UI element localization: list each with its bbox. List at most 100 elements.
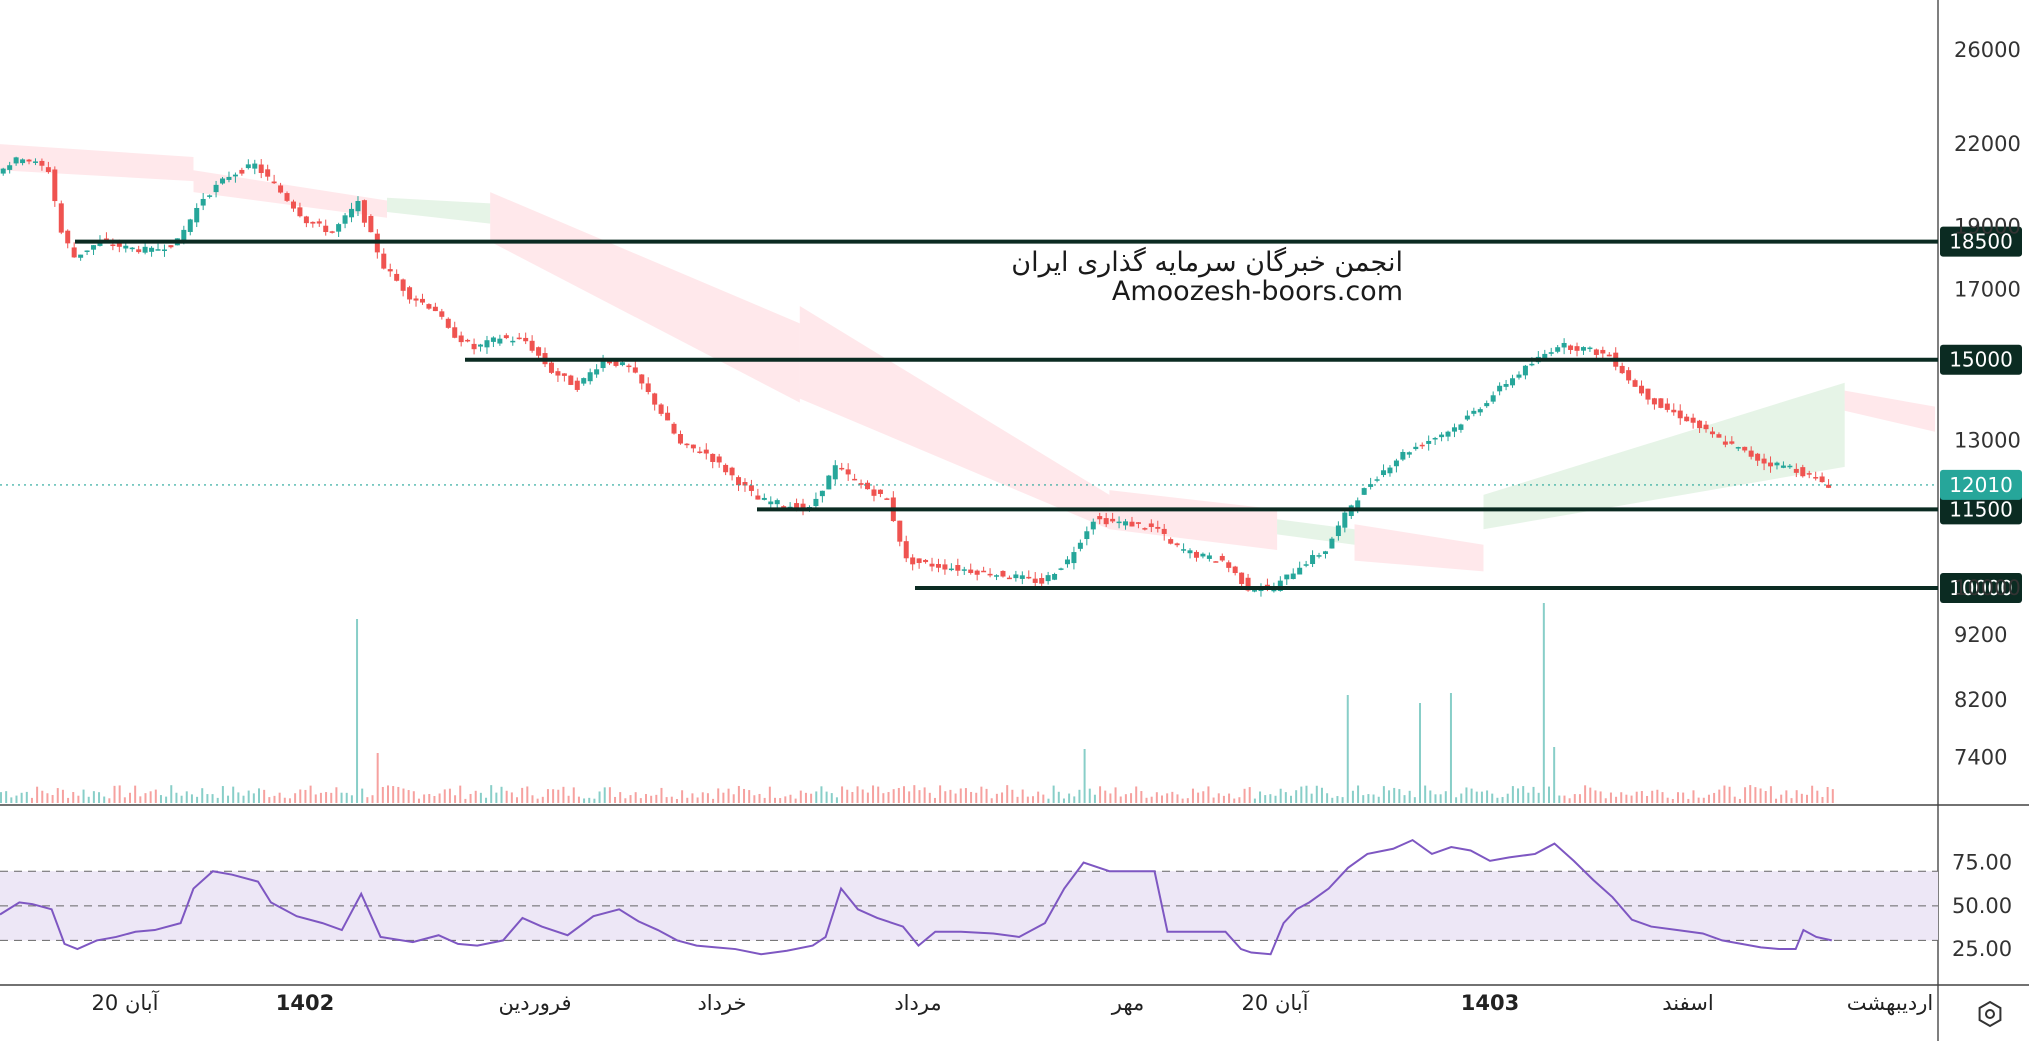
volume-bar xyxy=(134,785,137,803)
volume-bar xyxy=(1042,794,1045,803)
volume-bar xyxy=(624,798,627,803)
volume-bar xyxy=(46,793,49,803)
candle-body xyxy=(1471,410,1477,414)
candle-body xyxy=(471,343,477,350)
volume-bar xyxy=(1455,797,1458,803)
volume-bar xyxy=(521,787,524,803)
volume-bar xyxy=(1253,798,1256,803)
candle-body xyxy=(548,362,554,373)
candle-body xyxy=(1290,573,1296,580)
volume-bar xyxy=(1806,794,1808,803)
volume-bar xyxy=(123,797,126,803)
candle-body xyxy=(1252,590,1258,592)
volume-bar xyxy=(1475,791,1478,803)
volume-bar xyxy=(1790,798,1793,803)
candle-body xyxy=(613,360,619,366)
candle-body xyxy=(20,159,26,164)
volume-bar xyxy=(691,793,694,803)
candle-body xyxy=(536,347,542,356)
candle-body xyxy=(1503,384,1509,387)
time-axis-label: 1403 xyxy=(1461,991,1519,1015)
volume-bar xyxy=(237,792,240,803)
candle-body xyxy=(1329,538,1335,549)
volume-bar xyxy=(15,795,18,803)
volume-bar xyxy=(1331,797,1334,803)
candle-body xyxy=(400,279,406,291)
volume-bar xyxy=(789,794,792,803)
candle-body xyxy=(574,380,580,390)
volume-bar xyxy=(412,791,415,803)
volume-bar xyxy=(1759,788,1762,803)
candle-body xyxy=(1387,467,1393,474)
volume-bar xyxy=(1310,793,1313,803)
volume-bar xyxy=(1687,798,1690,803)
candle-body xyxy=(1742,446,1748,451)
candle-body xyxy=(1580,347,1586,351)
candle-body xyxy=(748,485,754,491)
candle-body xyxy=(368,215,374,233)
volume-bar xyxy=(1728,786,1731,803)
volume-bar xyxy=(459,785,462,803)
volume-bar xyxy=(474,790,477,803)
chart-settings-button[interactable] xyxy=(1970,994,2010,1034)
volume-bar xyxy=(1068,793,1071,803)
candle-body xyxy=(1355,500,1361,508)
candle-body xyxy=(671,423,677,434)
candle-body xyxy=(684,443,690,446)
candle-body xyxy=(1587,347,1593,350)
volume-bar xyxy=(1233,798,1236,803)
candle-body xyxy=(1193,551,1199,558)
candle-body xyxy=(342,215,348,224)
candle-body xyxy=(755,495,761,500)
volume-bar xyxy=(263,789,266,803)
candle-body xyxy=(1200,553,1206,557)
candle-body xyxy=(865,482,871,490)
volume-bar xyxy=(1006,785,1009,803)
volume-bar xyxy=(810,793,813,803)
volume-bar xyxy=(1032,796,1034,803)
volume-bar xyxy=(232,786,235,803)
candle-body xyxy=(955,565,961,571)
volume-bar xyxy=(196,796,199,803)
candle-body xyxy=(942,564,948,570)
price-axis-tick: 8200 xyxy=(1954,688,2007,712)
candle-body xyxy=(1677,410,1683,419)
candle-body xyxy=(1206,555,1212,559)
candle-body xyxy=(697,451,703,454)
candle-body xyxy=(194,207,200,223)
volume-bar xyxy=(1800,793,1803,803)
candle-body xyxy=(1226,562,1232,568)
candle-body xyxy=(1529,363,1535,366)
volume-bar xyxy=(681,790,684,803)
volume-bar xyxy=(242,795,245,803)
candle-body xyxy=(1219,555,1225,561)
volume-bar xyxy=(1578,794,1581,803)
candle-body xyxy=(703,449,709,454)
candle-body xyxy=(1684,416,1690,422)
candle-body xyxy=(1555,347,1561,352)
volume-bar xyxy=(1073,796,1076,803)
candle-body xyxy=(1593,349,1599,355)
candle-body xyxy=(1568,345,1574,350)
candle-body xyxy=(200,198,206,206)
candle-body xyxy=(1716,434,1722,438)
volume-bar xyxy=(221,786,224,803)
level-price-tag xyxy=(1940,344,2022,375)
volume-bar xyxy=(1290,795,1292,803)
level-price-label: 15000 xyxy=(1949,348,2013,372)
volume-bar xyxy=(516,797,518,803)
candle-body xyxy=(1032,578,1038,583)
volume-bar xyxy=(1548,786,1550,803)
candle-body xyxy=(245,164,251,169)
candle-body xyxy=(1445,431,1451,437)
candle-body xyxy=(935,563,941,568)
volume-bar xyxy=(1558,795,1561,803)
candle-body xyxy=(1374,479,1380,481)
volume-bar xyxy=(211,794,214,803)
candle-body xyxy=(710,453,716,462)
candle-body xyxy=(278,185,284,193)
volume-bar xyxy=(165,796,168,803)
volume-bar xyxy=(655,794,658,803)
candle-body xyxy=(639,374,645,384)
